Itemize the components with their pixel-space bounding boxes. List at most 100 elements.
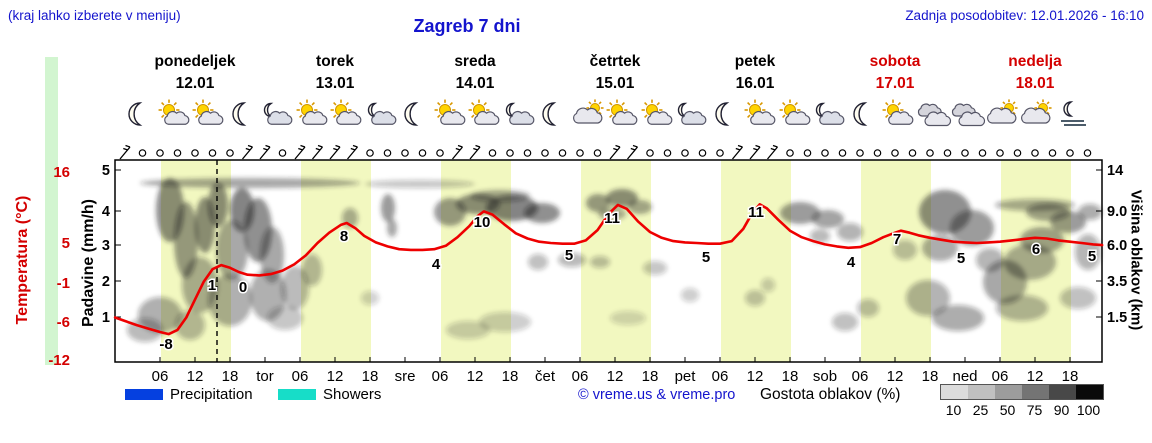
weather-icon-cloud-sun (1021, 99, 1052, 124)
weather-icon-sun-cloud (744, 99, 776, 125)
page-title: Zagreb 7 dni (413, 16, 521, 36)
cloud-blob (342, 208, 358, 228)
cloud-blob (893, 240, 917, 260)
wind-calm-circle (1031, 149, 1039, 157)
cloud-blob (745, 290, 765, 306)
x-axis-tick-label: ned (952, 368, 977, 385)
daylight-band (441, 160, 511, 362)
weather-icon-moon-cloud (505, 102, 535, 125)
weather-icons-row (128, 99, 1086, 127)
wind-barb (329, 144, 341, 160)
cloud-height-tick: 9.0 (1107, 204, 1127, 220)
temperature-value-label: 10 (474, 214, 491, 231)
x-axis-tick-label: čet (535, 368, 556, 385)
weather-icon-moon (853, 102, 868, 126)
cloud-blob (606, 189, 638, 207)
precipitation-axis-title: Padavine (mm/h) (80, 198, 97, 328)
cloud-blob (138, 297, 182, 333)
wind-calm-circle (173, 149, 182, 157)
day-headers: ponedeljek 12.01 torek 13.01 sreda 14.01 četrt… (155, 53, 1063, 92)
density-value: 90 (1053, 402, 1070, 418)
cloud-blob (761, 278, 775, 292)
weather-icon-sun-cloud (434, 99, 466, 125)
density-seg-25 (968, 385, 995, 399)
x-axis-tick-label: 06 (572, 368, 589, 385)
density-value: 100 (1076, 402, 1101, 418)
daylight-bands (161, 160, 1071, 362)
cloud-blob (175, 310, 205, 340)
x-axis-tick-label: pet (675, 368, 697, 385)
cloud-density-label: Gostota oblakov (%) (760, 386, 901, 403)
cloud-blob (976, 248, 1004, 272)
cloud-blob (812, 210, 844, 228)
wind-symbols-row (119, 144, 1092, 160)
cloud-blob (832, 313, 858, 331)
plot-border (114, 159, 1103, 363)
temperature-value-label: 5 (1088, 248, 1096, 265)
menu-hint-text: (kraj lahko izberete v meniju) (8, 8, 181, 23)
wind-calm-circle (278, 149, 287, 157)
wind-barb (347, 144, 358, 160)
cloud-blob (1020, 227, 1064, 253)
x-axis-tick-label: 12 (607, 368, 624, 385)
precipitation-legend-label: Precipitation (170, 386, 253, 403)
cloud-blob (1026, 203, 1070, 221)
x-axis-tick-label: 18 (782, 368, 799, 385)
weather-icon-sun-cloud (606, 99, 638, 125)
daylight-band (581, 160, 651, 362)
wind-calm-circle (523, 149, 532, 157)
wind-barb (767, 144, 778, 160)
x-axis-tick-label: 12 (887, 368, 904, 385)
wind-barb (119, 144, 131, 160)
daylight-band (161, 160, 231, 362)
cloud-blob (780, 202, 820, 224)
temperature-value-label: 6 (1032, 241, 1040, 258)
density-value: 10 (945, 402, 962, 418)
left-green-strip (45, 57, 58, 365)
wind-calm-circle (698, 149, 707, 157)
x-axis-tick-label: 12 (467, 368, 484, 385)
wind-calm-circle (961, 149, 969, 157)
day-date: 16.01 (736, 75, 775, 92)
cloud-blob (140, 178, 360, 188)
x-axis-tick-label: 18 (362, 368, 379, 385)
x-axis-tick-label: 12 (747, 368, 764, 385)
cloud-blob (446, 321, 490, 339)
cloud-blob (628, 200, 652, 214)
weather-icon-cloud (951, 103, 986, 127)
weather-icon-cloud-sun (573, 99, 604, 124)
wind-calm-circle (646, 149, 654, 157)
temperature-value-label: -8 (159, 336, 172, 353)
cloud-blob (267, 306, 303, 330)
wind-calm-circle (1013, 149, 1022, 157)
copyright-link[interactable]: © vreme.us & vreme.pro (578, 387, 736, 403)
precip-tick: 1 (102, 310, 110, 326)
wind-calm-circle (821, 149, 829, 157)
showers-legend-label: Showers (323, 386, 382, 403)
daylight-band (1001, 160, 1071, 362)
cloud-blob (837, 223, 863, 241)
wind-calm-circle (681, 149, 689, 157)
cloud-density-scale-labels: 10 25 50 75 90 100 (940, 402, 1102, 418)
wind-calm-circle (716, 149, 724, 157)
cloud-height-axis-title: Višina oblakov (km) (1127, 189, 1145, 331)
cloud-blob (381, 194, 395, 222)
temperature-value-label: 5 (957, 250, 965, 267)
day-date: 15.01 (596, 75, 635, 92)
wind-calm-circle (838, 149, 847, 157)
cloud-blob (983, 260, 1027, 304)
density-seg-100 (1076, 385, 1103, 399)
wind-calm-circle (803, 149, 812, 157)
cloud-blob (810, 229, 830, 243)
temperature-value-label: 1 (208, 277, 216, 294)
wind-calm-circle (786, 149, 794, 157)
cloud-blob (434, 198, 466, 226)
density-seg-50 (995, 385, 1022, 399)
wind-calm-circle (541, 149, 549, 157)
weather-icon-sun-cloud (158, 99, 190, 125)
cloud-blob (950, 210, 994, 246)
cloud-blob (995, 199, 1075, 211)
weather-icon-cloud-sun (987, 99, 1018, 124)
cloud-blob (1004, 244, 1056, 280)
